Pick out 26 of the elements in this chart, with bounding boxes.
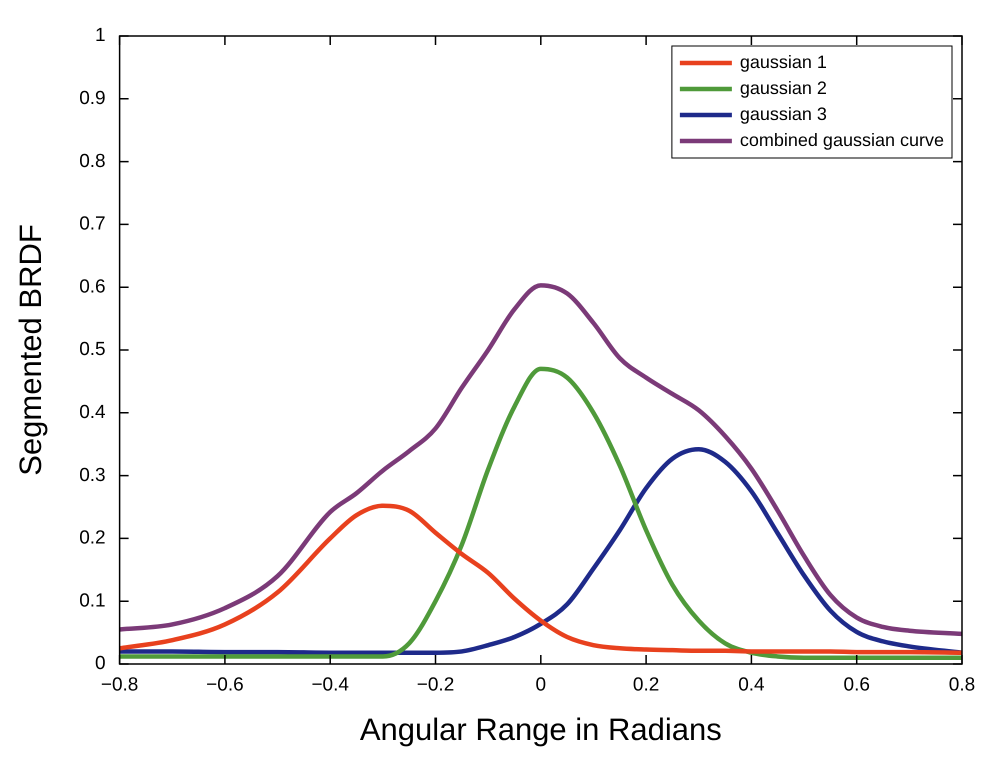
y-tick-label: 0.6 [79, 276, 106, 298]
legend-label: gaussian 2 [740, 78, 827, 98]
x-tick-label: −0.8 [100, 674, 138, 696]
x-tick-label: 0.8 [948, 674, 976, 696]
legend-label: gaussian 3 [740, 104, 827, 124]
y-tick-label: 1 [95, 25, 106, 46]
x-tick-label: −0.6 [206, 674, 244, 696]
x-tick-label: 0.2 [632, 674, 660, 696]
legend-label: gaussian 1 [740, 52, 827, 72]
y-tick-label: 0.2 [79, 528, 106, 549]
x-tick-label: 0 [536, 674, 546, 696]
y-tick-label: 0.3 [79, 464, 106, 486]
y-tick-label: 0.7 [79, 214, 106, 235]
x-tick-label: 0.4 [738, 674, 766, 696]
x-tick-label: 0.6 [843, 674, 870, 696]
legend-label: combined gaussian curve [740, 130, 944, 150]
x-tick-label: −0.4 [311, 674, 350, 696]
y-tick-label: 0.8 [79, 150, 106, 172]
x-tick-label: −0.2 [416, 674, 454, 696]
y-tick-label: 0.4 [79, 402, 106, 424]
x-axis-title: Angular Range in Radians [360, 712, 722, 747]
y-tick-label: 0.9 [79, 88, 106, 110]
y-axis-title: Segmented BRDF [13, 224, 48, 476]
y-tick-label: 0 [95, 653, 106, 674]
y-tick-label: 0.5 [79, 339, 106, 360]
y-tick-label: 0.1 [79, 590, 106, 612]
